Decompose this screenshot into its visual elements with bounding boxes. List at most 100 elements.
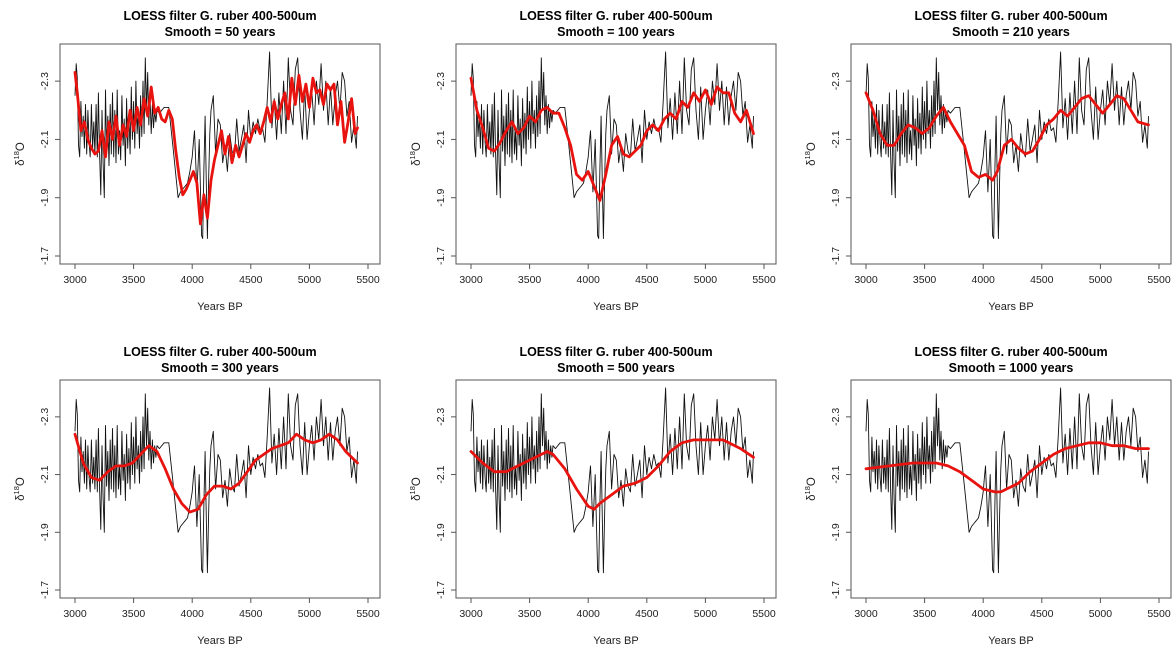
x-tick-label: 4500 [239,274,263,286]
panel-title: LOESS filter G. ruber 400-500um [123,9,316,23]
y-tick-label: -2.3 [435,408,447,426]
panel-title: LOESS filter G. ruber 400-500um [123,345,316,359]
y-axis-label: δ18O [408,477,423,501]
y-tick-label: -1.9 [830,523,842,541]
x-tick-label: 4000 [181,274,205,286]
raw-series-line [470,51,754,239]
y-tick-label: -2.1 [39,465,51,483]
panel-3: LOESS filter G. ruber 400-500um Smooth = … [803,9,1172,313]
y-tick-label: -2.3 [435,72,447,90]
panel-smooth-label: Smooth = 210 years [952,25,1070,39]
panel-6: LOESS filter G. ruber 400-500um Smooth = … [803,345,1172,646]
panel-smooth-label: Smooth = 1000 years [949,361,1074,375]
y-tick-label: -1.9 [435,189,447,207]
y-tick-label: -2.3 [39,72,51,90]
x-tick-label: 4000 [972,274,996,286]
x-tick-label: 5000 [1089,274,1113,286]
loess-smooth-line [73,71,359,226]
loess-smooth-line [864,91,1150,182]
y-axis-label: δ18O [803,142,818,166]
x-tick-label: 3500 [913,274,937,286]
x-axis-label: Years BP [197,301,242,313]
panel-1: LOESS filter G. ruber 400-500um Smooth = … [12,9,381,313]
y-tick-label: -1.7 [39,581,51,599]
x-tick-label: 4500 [1030,274,1054,286]
y-tick-label: -1.7 [830,581,842,599]
raw-series-line [470,387,754,574]
x-tick-label: 5500 [1147,274,1171,286]
y-tick-label: -2.1 [830,130,842,148]
x-axis-label: Years BP [593,301,638,313]
x-tick-label: 4500 [1030,608,1054,620]
x-tick-label: 5500 [356,608,380,620]
y-axis-label: δ18O [12,477,27,501]
x-tick-label: 3000 [63,608,87,620]
plot-frame [59,379,381,599]
x-tick-label: 3500 [122,274,146,286]
x-tick-label: 3500 [122,608,146,620]
y-tick-label: -1.7 [39,247,51,265]
x-tick-label: 5000 [694,608,718,620]
y-tick-label: -2.1 [830,465,842,483]
y-tick-label: -2.1 [435,130,447,148]
x-tick-label: 3500 [518,608,542,620]
x-tick-label: 4000 [577,274,601,286]
y-tick-label: -1.7 [830,247,842,265]
x-tick-label: 4000 [972,608,996,620]
loess-smooth-line [469,438,755,511]
y-axis-label: δ18O [408,142,423,166]
panel-smooth-label: Smooth = 100 years [557,25,675,39]
y-tick-label: -1.9 [39,189,51,207]
loess-smooth-line [73,432,359,514]
y-tick-label: -2.1 [39,130,51,148]
panel-title: LOESS filter G. ruber 400-500um [914,9,1107,23]
x-tick-label: 5500 [752,274,776,286]
plot-frame [59,43,381,265]
y-tick-label: -2.3 [830,408,842,426]
y-tick-label: -2.3 [830,72,842,90]
raw-series-line [865,51,1149,239]
y-tick-label: -1.9 [830,189,842,207]
x-tick-label: 5000 [1089,608,1113,620]
panel-title: LOESS filter G. ruber 400-500um [519,345,712,359]
x-tick-label: 4000 [181,608,205,620]
raw-series-line [865,387,1149,574]
plot-frame [850,43,1172,265]
x-tick-label: 5500 [1147,608,1171,620]
panel-title: LOESS filter G. ruber 400-500um [519,9,712,23]
x-tick-label: 5000 [298,274,322,286]
x-tick-label: 3000 [459,608,483,620]
plot-frame [455,43,777,265]
y-tick-label: -1.9 [39,523,51,541]
x-tick-label: 3000 [459,274,483,286]
x-tick-label: 3500 [518,274,542,286]
y-tick-label: -1.9 [435,523,447,541]
x-tick-label: 5500 [752,608,776,620]
x-tick-label: 3000 [854,608,878,620]
y-tick-label: -2.3 [39,408,51,426]
x-tick-label: 5000 [694,274,718,286]
x-tick-label: 4500 [635,274,659,286]
x-tick-label: 3000 [854,274,878,286]
x-axis-label: Years BP [988,635,1033,646]
y-tick-label: -1.7 [435,247,447,265]
loess-smooth-line [864,441,1150,494]
plot-frame [850,379,1172,599]
panel-title: LOESS filter G. ruber 400-500um [914,345,1107,359]
plot-frame [455,379,777,599]
x-tick-label: 4500 [635,608,659,620]
x-axis-label: Years BP [988,301,1033,313]
y-axis-label: δ18O [12,142,27,166]
y-axis-label: δ18O [803,477,818,501]
y-tick-label: -1.7 [435,581,447,599]
x-axis-label: Years BP [197,635,242,646]
panel-4: LOESS filter G. ruber 400-500um Smooth = … [12,345,381,646]
panel-5: LOESS filter G. ruber 400-500um Smooth = … [408,345,777,646]
raw-series-line [74,387,358,574]
panel-smooth-label: Smooth = 500 years [557,361,675,375]
loess-smooth-line [469,76,755,202]
x-tick-label: 5000 [298,608,322,620]
x-tick-label: 3000 [63,274,87,286]
panel-2: LOESS filter G. ruber 400-500um Smooth = … [408,9,777,313]
